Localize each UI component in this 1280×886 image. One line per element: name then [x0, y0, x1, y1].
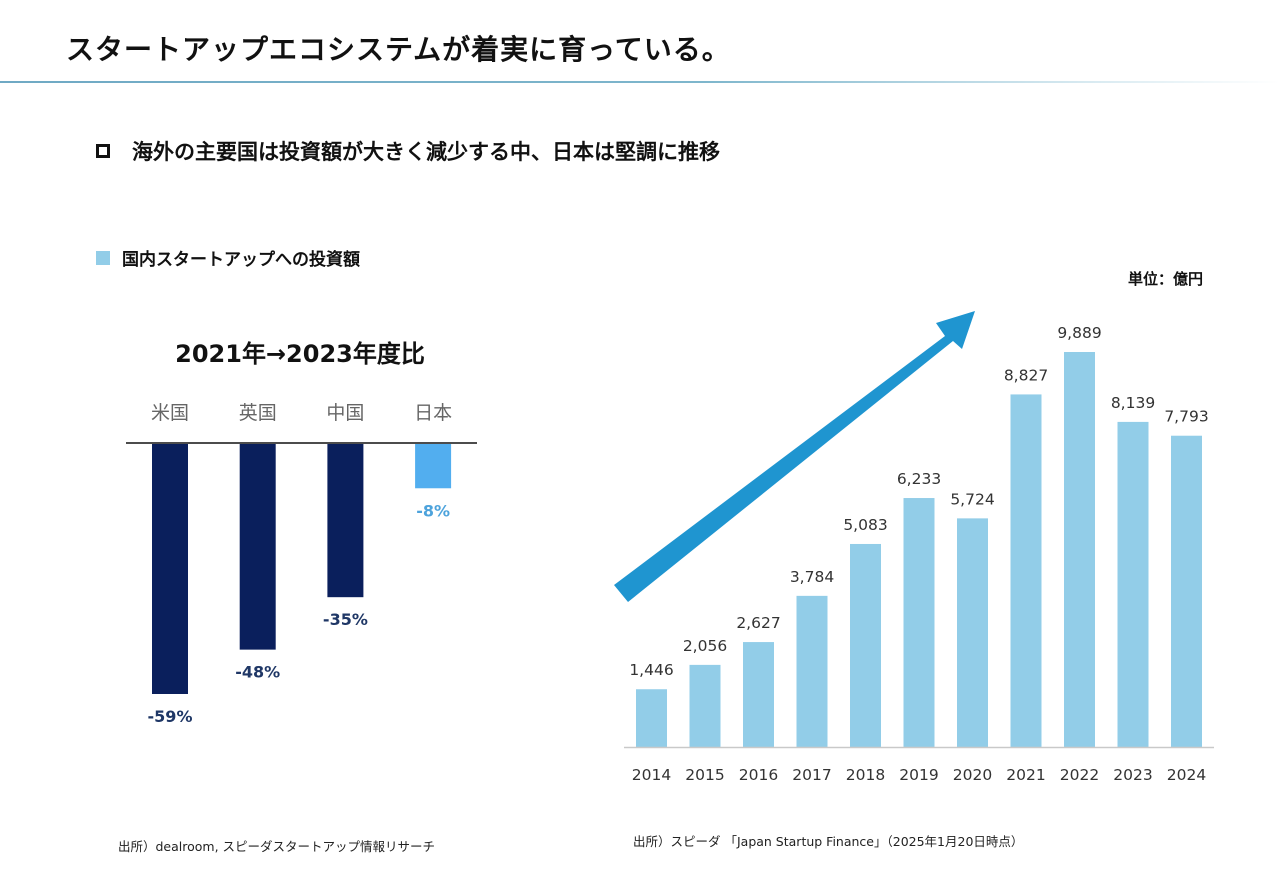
year-label: 2023 [1113, 766, 1152, 784]
value-label: 5,724 [950, 490, 994, 508]
bar-2014 [636, 689, 667, 747]
legend: 国内スタートアップへの投資額 [96, 245, 360, 270]
value-label: 3,784 [790, 568, 834, 586]
chart-title: 2021年→2023年度比 [175, 340, 425, 368]
year-label: 2017 [792, 766, 831, 784]
hollow-square-bullet-icon [96, 144, 110, 158]
investment-chart: 1,446 2014 2,056 2015 2,627 2016 3,784 2017 5,08… [614, 311, 1214, 784]
value-label: 5,083 [843, 516, 887, 534]
value-label: -8% [416, 501, 450, 520]
page-title: スタートアップエコシステムが着実に育っている。 [66, 33, 731, 66]
year-label: 2021 [1006, 766, 1045, 784]
legend-label: 国内スタートアップへの投資額 [122, 250, 360, 270]
bar-2023 [1117, 421, 1149, 747]
bar-日本 [415, 444, 452, 489]
bar-2020 [957, 518, 988, 747]
value-label: -35% [323, 610, 368, 629]
year-label: 2016 [739, 766, 778, 784]
year-label: 2019 [899, 766, 938, 784]
value-label: 1,446 [629, 661, 673, 679]
bar-2021 [1010, 394, 1042, 747]
bar-2022 [1064, 352, 1095, 747]
value-label: 8,139 [1111, 394, 1155, 412]
bar-米国 [152, 444, 188, 694]
year-label: 2022 [1060, 766, 1099, 784]
bar-2018 [850, 543, 881, 747]
year-label: 2018 [846, 766, 885, 784]
value-label: -59% [148, 707, 193, 726]
source-left: 出所）dealroom, スピーダスタートアップ情報リサーチ [118, 839, 436, 854]
value-label: 8,827 [1004, 366, 1048, 384]
value-label: 2,627 [736, 614, 780, 632]
bar-英国 [239, 444, 276, 650]
trend-arrow-icon [614, 311, 975, 602]
value-label: 6,233 [897, 470, 941, 488]
category-label: 英国 [239, 402, 277, 424]
subtitle-text: 海外の主要国は投資額が大きく減少する中、日本は堅調に推移 [132, 140, 720, 164]
value-label: 2,056 [683, 637, 727, 655]
legend-swatch [96, 250, 110, 265]
value-label: -48% [235, 663, 280, 682]
subtitle: 海外の主要国は投資額が大きく減少する中、日本は堅調に推移 [96, 136, 720, 166]
year-label: 2024 [1167, 766, 1206, 784]
title-divider [0, 81, 1280, 83]
bar-中国 [327, 444, 364, 598]
category-label: 中国 [326, 402, 364, 424]
value-label: 9,889 [1057, 324, 1101, 342]
year-label: 2015 [685, 766, 724, 784]
source-right: 出所）スピーダ 「Japan Startup Finance」（2025年1月2… [633, 834, 1024, 849]
value-label: 7,793 [1164, 408, 1208, 426]
bar-2015 [689, 664, 721, 747]
unit-label: 単位：億円 [1128, 270, 1204, 288]
bar-2017 [796, 595, 828, 747]
year-label: 2014 [632, 766, 671, 784]
category-label: 米国 [151, 402, 189, 424]
bar-2024 [1171, 435, 1202, 747]
category-label: 日本 [414, 402, 452, 424]
bar-2019 [903, 498, 935, 747]
bar-2016 [743, 642, 774, 747]
year-label: 2020 [953, 766, 992, 784]
